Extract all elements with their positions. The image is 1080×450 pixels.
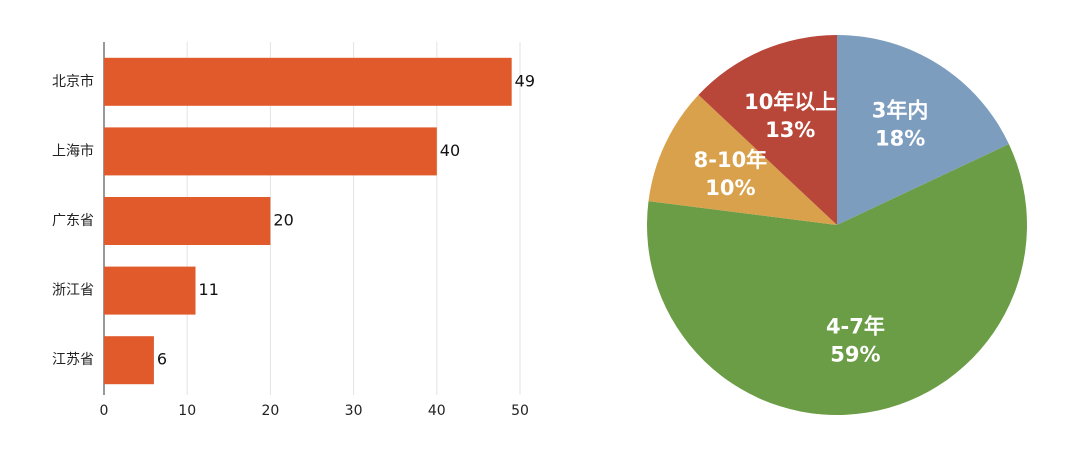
value-label: 11 bbox=[199, 280, 219, 299]
pie-slice bbox=[837, 35, 1009, 225]
bar bbox=[104, 197, 271, 245]
slice-category: 10年以上 bbox=[744, 90, 836, 114]
slice-value: 10% bbox=[705, 176, 755, 200]
slice-category: 4-7年 bbox=[826, 314, 885, 338]
pie-slice bbox=[698, 35, 837, 225]
bar bbox=[104, 57, 512, 106]
x-tick-label: 40 bbox=[428, 403, 446, 419]
category-label: 江苏省 bbox=[52, 352, 94, 368]
category-label: 浙江省 bbox=[52, 283, 94, 299]
x-tick-label: 0 bbox=[100, 403, 109, 419]
slice-category: 8-10年 bbox=[694, 148, 768, 172]
pie-slice bbox=[648, 94, 837, 225]
pie-slice bbox=[647, 144, 1027, 416]
bar bbox=[104, 336, 154, 385]
slice-value: 13% bbox=[765, 118, 815, 142]
x-tick-label: 20 bbox=[261, 403, 279, 419]
value-label: 40 bbox=[440, 141, 460, 160]
value-label: 6 bbox=[157, 350, 167, 369]
category-label: 上海市 bbox=[52, 142, 94, 159]
value-label: 49 bbox=[515, 71, 535, 90]
slice-value: 18% bbox=[875, 127, 925, 151]
x-tick-label: 30 bbox=[345, 403, 363, 419]
bar bbox=[104, 266, 196, 315]
slice-category: 3年内 bbox=[872, 99, 929, 123]
x-tick-label: 10 bbox=[178, 403, 196, 419]
slice-value: 59% bbox=[830, 342, 880, 366]
category-label: 北京市 bbox=[52, 73, 94, 90]
bar bbox=[104, 127, 437, 176]
value-label: 20 bbox=[273, 211, 293, 230]
category-label: 广东省 bbox=[52, 213, 94, 229]
x-tick-label: 50 bbox=[511, 403, 529, 419]
